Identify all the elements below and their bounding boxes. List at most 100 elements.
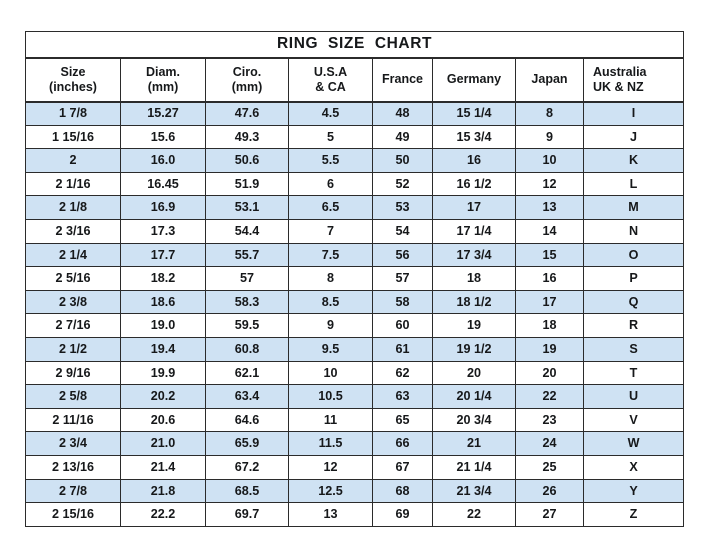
cell-circ: 59.5 <box>205 313 289 338</box>
column-header-line: (mm) <box>147 79 179 94</box>
table-row: 2 7/16 19.0 59.5 9 60 19 18 R <box>25 313 685 338</box>
column-header-line: Size <box>60 64 86 79</box>
cell-france: 56 <box>372 242 433 268</box>
table-row: 2 3/16 17.3 54.4 7 54 17 1/4 14 N <box>25 218 685 244</box>
cell-circ: 69.7 <box>205 502 289 527</box>
cell-usa: 7 <box>288 218 373 244</box>
cell-au: V <box>582 407 685 433</box>
cell-germany: 22 <box>432 502 516 527</box>
column-header-circ: Ciro. (mm) <box>205 57 289 103</box>
cell-japan: 13 <box>515 195 584 220</box>
cell-size: 2 7/8 <box>25 478 121 504</box>
cell-france: 65 <box>372 407 433 433</box>
cell-germany: 20 3/4 <box>432 407 516 433</box>
cell-usa: 8.5 <box>288 289 373 315</box>
cell-france: 60 <box>372 313 433 338</box>
column-header-line: France <box>382 72 423 87</box>
cell-france: 50 <box>372 148 433 173</box>
cell-au: P <box>582 266 685 291</box>
chart-title-row: RING SIZE CHART <box>24 31 685 59</box>
column-header-line: UK & NZ <box>593 79 644 94</box>
cell-size: 2 5/8 <box>25 384 121 409</box>
cell-france: 52 <box>372 171 433 197</box>
cell-circ: 68.5 <box>205 478 289 504</box>
cell-france: 58 <box>372 289 433 315</box>
cell-diam: 21.8 <box>120 478 206 504</box>
cell-circ: 63.4 <box>205 384 289 409</box>
cell-circ: 67.2 <box>205 454 289 480</box>
column-header-japan: Japan <box>515 57 584 103</box>
column-header-germany: Germany <box>432 57 516 103</box>
cell-japan: 12 <box>515 171 584 197</box>
cell-size: 2 1/16 <box>25 171 121 197</box>
cell-diam: 18.6 <box>120 289 206 315</box>
cell-diam: 15.6 <box>120 124 206 150</box>
cell-japan: 26 <box>515 478 584 504</box>
cell-japan: 23 <box>515 407 584 433</box>
cell-diam: 21.4 <box>120 454 206 480</box>
cell-japan: 17 <box>515 289 584 315</box>
column-header-line: U.S.A <box>313 64 348 79</box>
cell-size: 2 1/8 <box>25 195 121 220</box>
cell-au: T <box>582 360 685 386</box>
column-header-line: Japan <box>531 72 568 87</box>
cell-size: 1 7/8 <box>25 101 121 126</box>
table-row: 2 5/16 18.2 57 8 57 18 16 P <box>25 266 685 291</box>
column-header-row: Size (inches) Diam. (mm) Ciro. (mm) U.S.A & CA F… <box>25 57 685 103</box>
cell-japan: 9 <box>515 124 584 150</box>
cell-diam: 20.6 <box>120 407 206 433</box>
cell-size: 2 5/16 <box>25 266 121 291</box>
cell-diam: 20.2 <box>120 384 206 409</box>
cell-japan: 19 <box>515 336 584 362</box>
table-row: 1 15/16 15.6 49.3 5 49 15 3/4 9 J <box>25 124 685 150</box>
cell-japan: 14 <box>515 218 584 244</box>
cell-circ: 57 <box>205 266 289 291</box>
cell-japan: 16 <box>515 266 584 291</box>
cell-size: 2 <box>25 148 121 173</box>
table-row: 2 1/2 19.4 60.8 9.5 61 19 1/2 19 S <box>25 336 685 362</box>
cell-diam: 16.45 <box>120 171 206 197</box>
cell-france: 62 <box>372 360 433 386</box>
table-row: 2 3/4 21.0 65.9 11.5 66 21 24 W <box>25 431 685 456</box>
cell-usa: 5 <box>288 124 373 150</box>
cell-size: 2 11/16 <box>25 407 121 433</box>
cell-japan: 18 <box>515 313 584 338</box>
cell-germany: 17 <box>432 195 516 220</box>
cell-germany: 16 <box>432 148 516 173</box>
cell-usa: 13 <box>288 502 373 527</box>
cell-usa: 9.5 <box>288 336 373 362</box>
cell-au: Z <box>582 502 685 527</box>
cell-circ: 55.7 <box>205 242 289 268</box>
table-row: 2 7/8 21.8 68.5 12.5 68 21 3/4 26 Y <box>25 478 685 504</box>
cell-au: M <box>582 195 685 220</box>
cell-france: 49 <box>372 124 433 150</box>
cell-france: 53 <box>372 195 433 220</box>
cell-diam: 15.27 <box>120 101 206 126</box>
cell-circ: 51.9 <box>205 171 289 197</box>
cell-germany: 16 1/2 <box>432 171 516 197</box>
cell-circ: 47.6 <box>205 101 289 126</box>
cell-diam: 16.0 <box>120 148 206 173</box>
column-header-line: (mm) <box>231 79 263 94</box>
table-row: 2 16.0 50.6 5.5 50 16 10 K <box>25 148 685 173</box>
column-header-france: France <box>372 57 433 103</box>
cell-au: Q <box>582 289 685 315</box>
cell-japan: 15 <box>515 242 584 268</box>
cell-germany: 15 1/4 <box>432 101 516 126</box>
cell-usa: 7.5 <box>288 242 373 268</box>
cell-au: X <box>582 454 685 480</box>
cell-size: 2 1/4 <box>25 242 121 268</box>
cell-diam: 21.0 <box>120 431 206 456</box>
page-title: RING SIZE CHART <box>24 31 685 59</box>
cell-france: 61 <box>372 336 433 362</box>
cell-france: 67 <box>372 454 433 480</box>
cell-france: 63 <box>372 384 433 409</box>
cell-au: L <box>582 171 685 197</box>
cell-diam: 17.3 <box>120 218 206 244</box>
cell-japan: 8 <box>515 101 584 126</box>
table-row: 2 3/8 18.6 58.3 8.5 58 18 1/2 17 Q <box>25 289 685 315</box>
column-header-size: Size (inches) <box>25 57 121 103</box>
cell-au: U <box>582 384 685 409</box>
cell-circ: 58.3 <box>205 289 289 315</box>
cell-diam: 16.9 <box>120 195 206 220</box>
